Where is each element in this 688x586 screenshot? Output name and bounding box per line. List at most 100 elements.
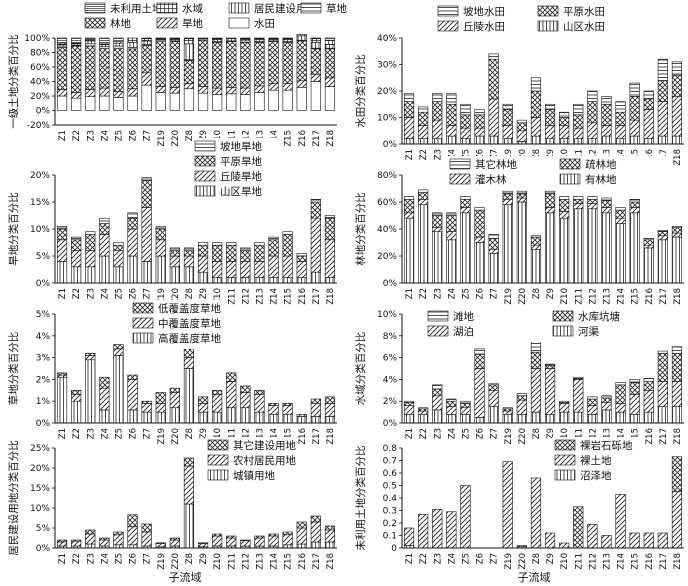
bar-segment — [212, 533, 223, 537]
bar-segment — [282, 39, 293, 42]
bar-segment — [488, 248, 499, 254]
x-tick-label: Z17 — [312, 428, 322, 445]
bar-segment — [643, 98, 654, 110]
bar-segment — [629, 199, 640, 203]
x-tick-label: Z8 — [185, 288, 195, 299]
bar-segment — [282, 405, 293, 415]
x-tick-label: Z11 — [574, 428, 584, 445]
legend-swatch — [207, 454, 229, 466]
bar-segment — [446, 406, 457, 415]
bar-segment — [282, 42, 293, 84]
bar-segment — [587, 396, 598, 400]
legend-label: 湖泊 — [453, 326, 474, 338]
bar-segment — [240, 250, 251, 262]
bar-segment — [212, 261, 223, 278]
bar-segment — [127, 255, 138, 284]
bar-segment — [403, 196, 415, 200]
bar-segment — [460, 138, 471, 145]
bar-segment — [643, 138, 654, 145]
y-tick-label: 0.7 — [383, 457, 397, 467]
bar-segment — [502, 410, 513, 415]
bar-segment — [282, 37, 293, 40]
bar-segment — [432, 508, 443, 549]
legend-label: 滩地 — [453, 310, 474, 323]
legend-swatch — [552, 325, 574, 337]
x-tick-label: Z16 — [645, 288, 655, 305]
x-tick-label: Z13 — [255, 553, 265, 570]
bar-segment — [559, 411, 570, 424]
bar-segment — [296, 40, 307, 82]
bar-segment — [85, 352, 96, 356]
bar-segment — [432, 227, 443, 232]
bar-segment — [197, 86, 209, 94]
bar-segment — [530, 117, 542, 137]
bar-segment — [446, 93, 457, 105]
legend-swatch — [194, 170, 216, 182]
bar-segment — [657, 235, 668, 241]
legend-swatch — [559, 173, 581, 185]
bar-segment — [169, 41, 180, 88]
x-tick-label: Z7 — [490, 428, 500, 439]
x-tick-label: Z19 — [157, 288, 167, 305]
bar-segment — [310, 73, 321, 82]
legend-swatch — [537, 5, 559, 17]
x-tick-label: Z15 — [631, 428, 641, 445]
bar-segment — [502, 103, 513, 110]
bar-segment — [113, 266, 124, 284]
bar-segment — [403, 400, 415, 403]
bar-segment — [155, 543, 166, 548]
bar-segment — [268, 413, 279, 424]
bar-segment — [516, 393, 527, 397]
bar-segment — [418, 410, 429, 415]
bar-segment — [296, 527, 307, 545]
x-tick-label: Z2 — [72, 553, 82, 564]
bar-segment — [85, 359, 96, 424]
bar-segment — [643, 238, 654, 241]
y-axis-title: 水域分类百分比 — [354, 332, 367, 406]
legend-label: 水田 — [254, 18, 275, 30]
bar-segment — [432, 212, 443, 216]
bar-segment — [629, 82, 640, 97]
bar-segment — [418, 204, 429, 284]
bar-segment — [615, 382, 626, 386]
bar-segment — [127, 95, 138, 111]
bar-segment — [71, 37, 82, 44]
bar-segment — [432, 93, 443, 102]
bar-segment — [169, 247, 180, 251]
y-tick-label: 0.2 — [383, 519, 397, 529]
y-tick-label: 2% — [383, 397, 398, 407]
legend-swatch — [84, 2, 106, 14]
bar-segment — [474, 114, 485, 129]
x-tick-label: Z19 — [157, 130, 167, 147]
y-tick-label: 25% — [30, 444, 50, 454]
bar-segment — [403, 405, 415, 415]
x-tick-label: Z13 — [602, 553, 612, 570]
x-tick-label: Z8 — [185, 553, 195, 564]
bar-segment — [169, 92, 180, 111]
bar-segment — [113, 250, 124, 268]
legend-swatch — [132, 302, 154, 314]
bar-segment — [403, 401, 415, 406]
x-tick-label: Z1 — [405, 149, 415, 160]
x-tick-label: Z7 — [143, 553, 153, 564]
bar-segment — [516, 399, 527, 415]
x-tick-label: Z19 — [504, 288, 514, 305]
x-tick-label: Z19 — [157, 428, 167, 445]
x-axis-title-left: 子流域 — [169, 570, 202, 584]
bar-segment — [56, 261, 68, 284]
legend-swatch — [194, 155, 216, 167]
x-tick-label: Z6 — [476, 428, 486, 439]
bar-segment — [587, 203, 598, 210]
x-tick-label: Z14 — [270, 288, 280, 305]
bar-segment — [324, 525, 336, 531]
x-tick-label: Z9 — [546, 428, 556, 439]
y-tick-label: 40% — [377, 225, 397, 235]
bar-segment — [615, 403, 626, 413]
x-tick-label: Z12 — [588, 428, 598, 445]
bar-segment — [446, 413, 457, 424]
legend-swatch — [300, 2, 322, 14]
bar-segment — [212, 87, 223, 95]
bar-segment — [169, 387, 180, 393]
bar-segment — [324, 77, 336, 87]
x-tick-label: Z6 — [129, 428, 139, 439]
